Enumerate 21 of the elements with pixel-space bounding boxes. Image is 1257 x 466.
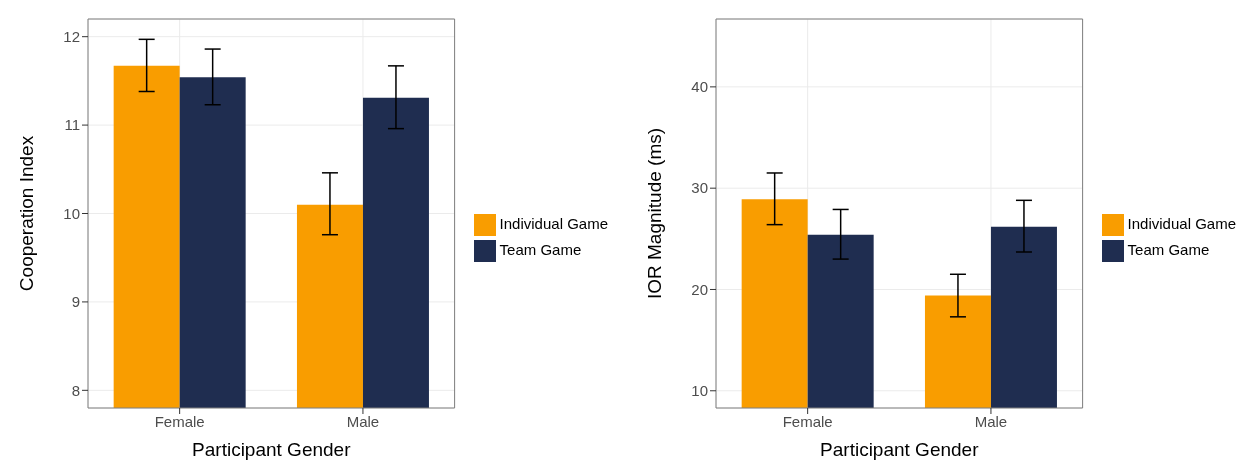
y-axis-title: Cooperation Index <box>15 135 37 292</box>
x-tick-label: Male <box>974 412 1008 430</box>
x-tick-label: Male <box>346 412 380 430</box>
legend-label: Individual Game <box>499 215 608 232</box>
y-tick-label: 8 <box>71 381 80 399</box>
y-tick-label: 10 <box>691 382 708 400</box>
y-tick-label: 30 <box>691 179 708 197</box>
y-tick-label: 11 <box>64 116 80 134</box>
legend-label: Individual Game <box>1127 215 1236 232</box>
y-tick-label: 20 <box>691 280 708 298</box>
x-tick-label: Female <box>782 412 833 430</box>
y-tick-label: 40 <box>691 78 708 96</box>
legend-label: Team Game <box>499 241 582 258</box>
y-tick-label: 10 <box>63 204 80 222</box>
x-axis-title: Participant Gender <box>820 439 980 460</box>
x-tick-label: Female <box>154 412 205 430</box>
y-tick-label: 12 <box>63 28 80 46</box>
y-axis-title: IOR Magnitude (ms) <box>643 127 665 300</box>
legend-label: Team Game <box>1127 241 1210 258</box>
y-tick-label: 9 <box>71 293 80 311</box>
x-axis-title: Participant Gender <box>192 439 352 460</box>
